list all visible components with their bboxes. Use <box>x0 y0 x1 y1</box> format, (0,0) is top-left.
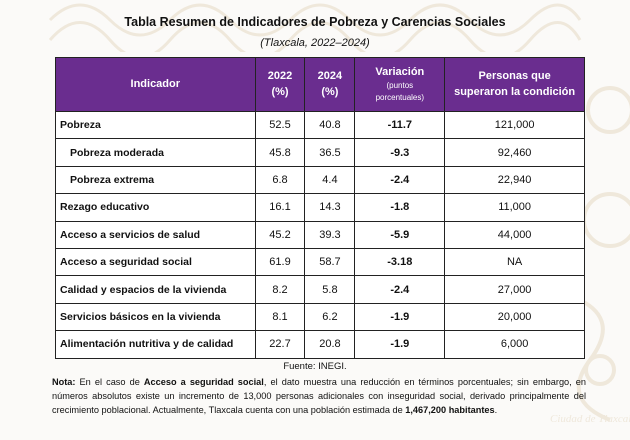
cell-2022: 61.9 <box>254 247 306 277</box>
source-note: Fuente: INEGI. <box>283 361 347 372</box>
table-title: Tabla Resumen de Indicadores de Pobreza … <box>124 15 506 29</box>
cell-indicador: Pobreza <box>55 110 256 140</box>
table-header-row: Indicador 2022 (%) 2024 (%) Variación (punt… <box>55 57 585 112</box>
cell-variacion: -2.4 <box>354 275 446 304</box>
cell-personas: 27,000 <box>444 275 585 304</box>
table-row: Acceso a servicios de salud 45.2 39.3 -5.9 4… <box>55 220 585 249</box>
cell-variacion: -3.18 <box>354 247 446 277</box>
cell-2022: 45.2 <box>254 220 306 249</box>
cell-variacion: -9.3 <box>354 138 446 167</box>
cell-variacion: -5.9 <box>354 220 446 249</box>
table-row: Alimentación nutritiva y de calidad 22.7 2… <box>55 330 585 359</box>
cell-2022: 45.8 <box>254 138 306 167</box>
table-row: Calidad y espacios de la vivienda 8.2 5.8-… <box>55 275 585 304</box>
cell-variacion: -1.8 <box>354 193 446 222</box>
footnote-label: Nota: <box>52 377 76 387</box>
cell-indicador: Acceso a servicios de salud <box>55 220 256 249</box>
table-row: Servicios básicos en la vivienda 8.1 6.2 -1… <box>55 302 585 332</box>
header-2022: 2022 (%) <box>254 57 306 112</box>
cell-indicador: Acceso a seguridad social <box>55 247 256 277</box>
cell-2022: 52.5 <box>254 110 306 140</box>
table-row: Acceso a seguridad social 61.9 58.7 -3.18 NA <box>55 247 585 277</box>
cell-personas: 20,000 <box>444 302 585 332</box>
cell-variacion: -1.9 <box>354 330 446 359</box>
cell-indicador: Servicios básicos en la vivienda <box>55 302 256 332</box>
cell-2024: 4.4 <box>304 165 356 195</box>
table-row: Rezago educativo 16.1 14.3 -1.8 11,000 <box>55 193 585 222</box>
header-variacion: Variación (puntos porcentuales) <box>354 57 446 112</box>
cell-variacion: -11.7 <box>354 110 446 140</box>
cell-personas: 44,000 <box>444 220 585 249</box>
table-row: Pobreza moderada 45.8 36.5 -9.3 92,460 <box>55 138 585 167</box>
header-indicador: Indicador <box>55 57 256 112</box>
table-row: Pobreza extrema 6.8 4.4 -2.4 22,940 <box>55 165 585 195</box>
cell-indicador: Alimentación nutritiva y de calidad <box>55 330 256 359</box>
cell-2024: 14.3 <box>304 193 356 222</box>
cell-2022: 22.7 <box>254 330 306 359</box>
footnote: Nota: En el caso de Acceso a seguridad s… <box>52 377 587 415</box>
cell-2024: 36.5 <box>304 138 356 167</box>
cell-2024: 20.8 <box>304 330 356 359</box>
ornament-watermark-top <box>48 3 582 52</box>
indicators-table: Indicador 2022 (%) 2024 (%) Variación (punt… <box>55 57 585 359</box>
cell-indicador: Pobreza extrema <box>55 165 256 195</box>
cell-indicador: Rezago educativo <box>55 193 256 222</box>
cell-personas: 22,940 <box>444 165 585 195</box>
cell-personas: 92,460 <box>444 138 585 167</box>
cell-personas: 6,000 <box>444 330 585 359</box>
table-row: Pobreza 52.5 40.8 -11.7 121,000 <box>55 110 585 140</box>
cell-2024: 40.8 <box>304 110 356 140</box>
table-subtitle: (Tlaxcala, 2022–2024) <box>260 37 370 49</box>
watermark-text: Ciudad de Tlaxcala <box>550 413 630 425</box>
ornament-watermark-side: Ciudad de Tlaxcala <box>550 86 630 425</box>
header-personas: Personas que superaron la condición <box>444 57 585 112</box>
cell-variacion: -1.9 <box>354 302 446 332</box>
cell-personas: 121,000 <box>444 110 585 140</box>
cell-2024: 39.3 <box>304 220 356 249</box>
cell-personas: 11,000 <box>444 193 585 222</box>
cell-2022: 8.2 <box>254 275 306 304</box>
cell-2024: 5.8 <box>304 275 356 304</box>
cell-personas: NA <box>444 247 585 277</box>
cell-2022: 16.1 <box>254 193 306 222</box>
cell-variacion: -2.4 <box>354 165 446 195</box>
header-2024: 2024 (%) <box>304 57 356 112</box>
cell-indicador: Pobreza moderada <box>55 138 256 167</box>
cell-indicador: Calidad y espacios de la vivienda <box>55 275 256 304</box>
cell-2022: 8.1 <box>254 302 306 332</box>
cell-2024: 58.7 <box>304 247 356 277</box>
cell-2022: 6.8 <box>254 165 306 195</box>
cell-2024: 6.2 <box>304 302 356 332</box>
